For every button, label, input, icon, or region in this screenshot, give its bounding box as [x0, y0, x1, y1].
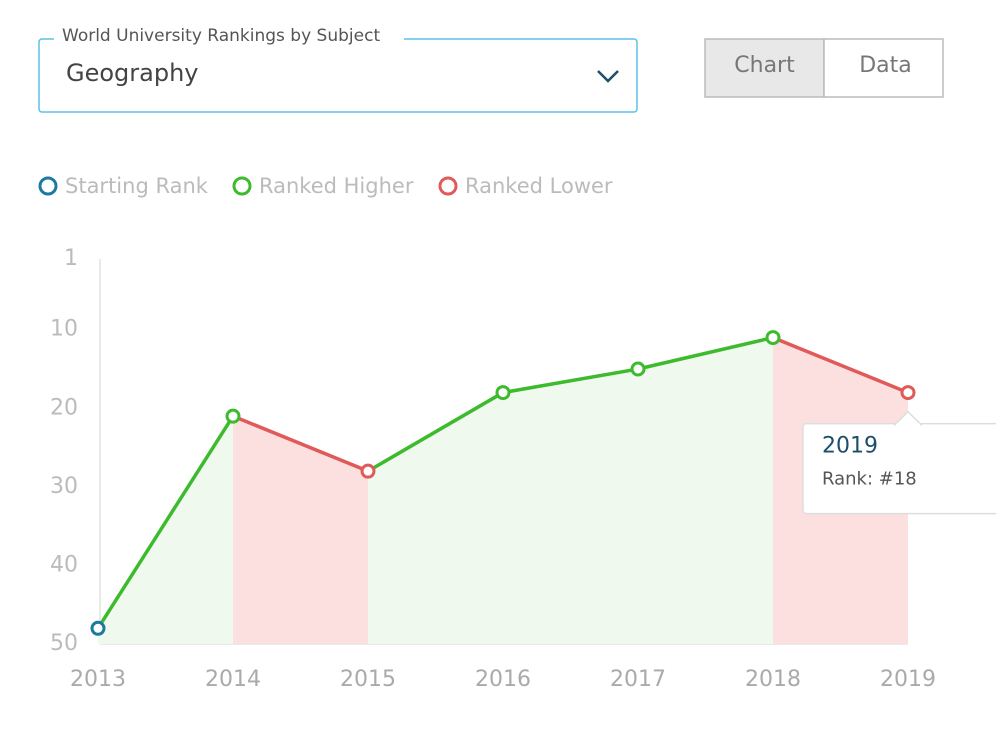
x-tick-label: 2014 — [205, 667, 261, 692]
area-fill — [368, 392, 503, 644]
area-fill — [638, 337, 773, 644]
legend-label[interactable]: Ranked Lower — [465, 174, 613, 198]
dropdown-chevron[interactable] — [597, 70, 619, 83]
legend-label[interactable]: Ranked Higher — [259, 174, 414, 198]
legend-marker — [438, 176, 458, 196]
x-tick-label: 2013 — [70, 667, 126, 692]
line-segment — [96, 415, 235, 630]
x-tick-label: 2019 — [880, 667, 936, 692]
data-point[interactable] — [495, 385, 511, 401]
toggle-label[interactable]: Data — [859, 53, 912, 78]
toggle-label[interactable]: Chart — [734, 53, 795, 78]
toggle-button[interactable] — [704, 38, 825, 98]
y-tick-label: 40 — [50, 552, 78, 577]
line-segment — [502, 367, 639, 395]
x-tick-label: 2015 — [340, 667, 396, 692]
area-fill — [233, 416, 368, 644]
y-tick-label: 30 — [50, 474, 78, 499]
tooltip-title: 2019 — [822, 434, 878, 459]
y-tick-label: 1 — [64, 246, 78, 271]
data-point[interactable] — [90, 620, 106, 636]
legend: Starting Rank Ranked Higher Ranked Lower — [38, 174, 613, 198]
legend-marker — [38, 176, 58, 196]
data-point[interactable] — [225, 408, 241, 424]
legend-label[interactable]: Starting Rank — [65, 174, 209, 198]
x-tick-label: 2018 — [745, 667, 801, 692]
y-tick-label: 10 — [50, 317, 78, 342]
tooltip-pointer-cover — [896, 423, 920, 427]
dropdown-value[interactable]: Geography — [66, 59, 199, 87]
view-toggle: Chart Data — [704, 38, 944, 98]
data-point[interactable] — [900, 385, 916, 401]
data-point[interactable] — [360, 463, 376, 479]
tooltip-text: Rank: #18 — [822, 469, 917, 490]
area-fill — [98, 416, 233, 644]
data-point[interactable] — [630, 361, 646, 377]
dropdown-label: World University Rankings by Subject — [62, 26, 380, 46]
toggle-button[interactable] — [823, 38, 944, 98]
label-background — [54, 24, 404, 48]
line-segment — [772, 335, 909, 395]
x-tick-label: 2016 — [475, 667, 531, 692]
legend-marker — [232, 176, 252, 196]
line-segment — [232, 414, 369, 473]
y-tick-label: 50 — [50, 631, 78, 656]
x-tick-label: 2017 — [610, 667, 666, 692]
line-segment — [367, 391, 504, 473]
data-point[interactable] — [765, 330, 781, 346]
y-tick-label: 20 — [50, 395, 78, 420]
line-segment — [637, 335, 774, 371]
area-fill — [503, 369, 638, 644]
plot: 1 10 20 30 40 50 2013 2014 2015 2016 2017 2018 2019 2… — [50, 246, 996, 692]
